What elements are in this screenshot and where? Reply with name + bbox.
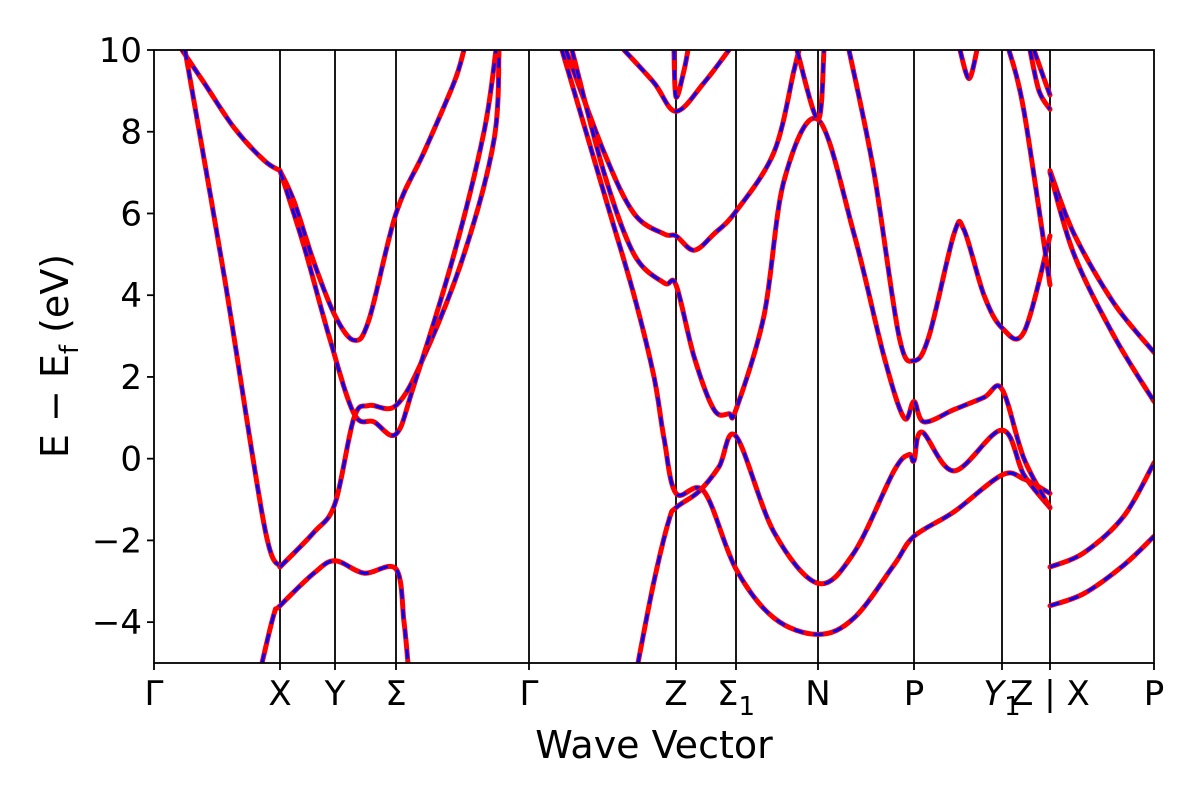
band-line-dashed bbox=[278, 50, 498, 437]
x-tick-label: P bbox=[904, 674, 925, 714]
y-tick-label: 8 bbox=[120, 113, 142, 153]
x-tick-label-sub: 1 bbox=[1004, 692, 1021, 722]
band-line-dashed bbox=[564, 50, 801, 252]
y-tick-label: 6 bbox=[120, 194, 142, 234]
y-tick-label: 0 bbox=[120, 440, 142, 480]
band-line-solid bbox=[277, 50, 502, 570]
band-line-dashed bbox=[1048, 172, 1154, 403]
band-line-solid bbox=[259, 558, 411, 663]
x-tick-label: Y1 bbox=[983, 674, 1020, 722]
y-axis-label-unit: (eV) bbox=[33, 254, 77, 345]
band-line-dashed bbox=[1007, 50, 1052, 286]
x-axis-label: Wave Vector bbox=[535, 723, 773, 767]
x-tick-label-main: Σ bbox=[717, 674, 738, 714]
y-tick-label: −2 bbox=[92, 521, 142, 561]
band-line-dashed bbox=[1028, 50, 1052, 111]
band-line-dashed bbox=[278, 50, 466, 342]
x-tick-label: Z bbox=[664, 674, 687, 714]
x-tick-label-main: Y bbox=[983, 674, 1006, 714]
band-line-dashed bbox=[795, 50, 826, 121]
kpoint-lines bbox=[279, 50, 1051, 663]
x-tick-label: Y bbox=[324, 674, 346, 714]
band-line-dashed bbox=[847, 50, 1052, 363]
band-line-dashed bbox=[180, 50, 281, 172]
band-line-dashed bbox=[1049, 535, 1154, 608]
x-tick-label: Σ bbox=[385, 674, 406, 714]
x-tick-label: X bbox=[268, 674, 291, 714]
x-tick-label: Σ1 bbox=[717, 674, 755, 722]
band-line-dashed bbox=[1048, 170, 1154, 354]
x-tick-label: N bbox=[805, 674, 830, 714]
band-line-dashed bbox=[570, 50, 1052, 509]
bands bbox=[179, 50, 1154, 663]
band-line-solid bbox=[559, 50, 1053, 637]
y-axis-label-main: E − E bbox=[33, 354, 77, 458]
y-axis-label: E − Ef (eV) bbox=[33, 254, 85, 458]
y-tick-label: 10 bbox=[99, 31, 142, 71]
band-line-dashed bbox=[560, 50, 1051, 636]
x-tick-label: P bbox=[1144, 674, 1165, 714]
x-tick-label-sub: 1 bbox=[738, 692, 755, 722]
band-line-solid bbox=[1047, 168, 1154, 355]
y-axis-label-sub: f bbox=[55, 344, 85, 354]
y-tick-label: 2 bbox=[120, 358, 142, 398]
y-tick-label: 4 bbox=[120, 276, 142, 316]
band-line-dashed bbox=[1049, 462, 1154, 569]
band-line-dashed bbox=[1032, 50, 1052, 96]
y-axis-ticks: 10 8 6 4 2 0 −2 −4 bbox=[92, 31, 154, 643]
band-line-dashed bbox=[622, 50, 731, 113]
x-tick-label: Γ bbox=[145, 674, 164, 714]
x-tick-label: Γ bbox=[520, 674, 539, 714]
band-line-dashed bbox=[183, 50, 282, 568]
x-tick-label: Z | X bbox=[1010, 674, 1090, 714]
band-line-dashed bbox=[672, 50, 690, 99]
band-line-solid bbox=[277, 50, 467, 343]
band-line-dashed bbox=[958, 50, 979, 81]
band-line-solid bbox=[1047, 533, 1154, 609]
y-tick-label: −4 bbox=[92, 603, 142, 643]
band-line-dashed bbox=[278, 50, 501, 569]
band-line-dashed bbox=[636, 428, 1052, 663]
plot-frame bbox=[153, 49, 1155, 664]
